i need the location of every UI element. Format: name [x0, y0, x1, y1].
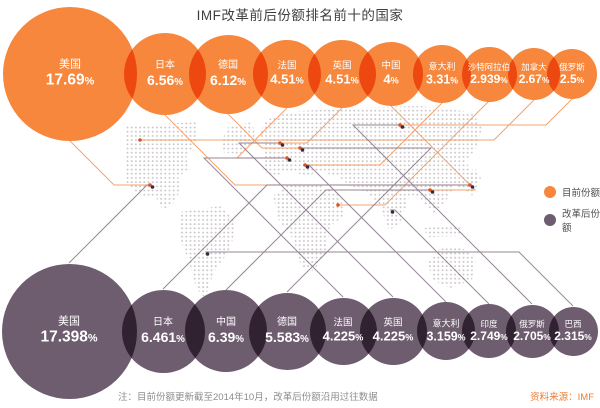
legend-item-reformed: 改革后份额	[544, 206, 600, 234]
bubble-label-reformed-india: 印度 2.749%	[470, 319, 507, 343]
percent-sign: %	[235, 333, 244, 345]
bubble-label-current-usa: 美国 17.69%	[46, 58, 94, 89]
percent-sign: %	[355, 332, 364, 343]
share-value: 3.31	[425, 71, 451, 86]
share-value: 5.583	[265, 328, 301, 345]
share-value: 17.69	[45, 71, 85, 89]
country-name: 俄罗斯	[559, 61, 585, 72]
bubble-label-reformed-russia: 俄罗斯 2.705%	[513, 319, 550, 343]
percent-sign: %	[450, 74, 459, 85]
map-endpoint-dots-reformed	[150, 125, 475, 256]
legend-label-reformed: 改革后份额	[562, 209, 600, 234]
share-value: 17.398	[40, 328, 88, 346]
chart-title: IMF改革前后份额排名前十的国家	[196, 8, 404, 23]
percent-sign: %	[237, 76, 246, 88]
percent-sign: %	[176, 333, 185, 345]
percent-sign: %	[84, 75, 95, 88]
bubble-label-reformed-uk: 英国 4.225%	[373, 318, 414, 345]
percent-sign: %	[300, 333, 309, 345]
share-value: 4.51	[270, 71, 296, 87]
share-value: 6.39	[208, 328, 236, 345]
country-name: 美国	[57, 315, 80, 328]
bubble-label-current-saudi-arabia: 沙特阿拉伯 2.939%	[468, 62, 511, 86]
country-name: 日本	[152, 316, 173, 328]
bubble-label-reformed-france: 法国 4.225%	[323, 318, 364, 345]
country-name: 日本	[155, 59, 175, 71]
country-name: 巴西	[564, 318, 582, 329]
share-value: 4.51	[325, 71, 351, 87]
footnote: 注：目前份额更新截至2014年10月，改革后份额沿用过往数据	[118, 392, 378, 403]
country-name: 德国	[276, 316, 297, 328]
country-name: 英国	[332, 60, 352, 72]
bubble-label-current-canada: 加拿大 2.67%	[519, 62, 550, 86]
percent-sign: %	[295, 75, 304, 86]
bubble-label-reformed-brazil: 巴西 2.315%	[554, 319, 591, 343]
bubble-label-current-china: 中国 4%	[381, 61, 400, 88]
country-name: 俄罗斯	[519, 318, 545, 329]
percent-sign: %	[174, 76, 183, 88]
legend-dot-current	[544, 186, 556, 198]
country-name: 意大利	[428, 61, 456, 72]
percent-sign: %	[390, 75, 399, 86]
percent-sign: %	[405, 332, 414, 343]
legend-item-current: 目前份额	[544, 185, 600, 199]
percent-sign: %	[457, 331, 466, 342]
bubble-label-current-france: 法国 4.51%	[270, 61, 303, 88]
percent-sign: %	[576, 74, 585, 85]
bubble-label-reformed-japan: 日本 6.461%	[141, 317, 185, 345]
country-name: 德国	[218, 59, 238, 71]
bubble-label-current-uk: 英国 4.51%	[325, 61, 358, 88]
share-value: 3.159	[426, 328, 458, 343]
share-value: 2.315	[554, 328, 585, 343]
share-value: 2.5	[559, 71, 577, 86]
bubble-label-current-russia: 俄罗斯 2.5%	[559, 62, 585, 86]
country-name: 印度	[480, 318, 498, 329]
source-credit: 资料来源：IMF	[530, 392, 594, 403]
percent-sign: %	[350, 75, 359, 86]
share-value: 4	[383, 71, 391, 87]
share-value: 6.56	[147, 71, 175, 88]
bubble-label-reformed-usa: 美国 17.398%	[40, 315, 97, 346]
country-name: 意大利	[432, 318, 460, 329]
legend-label-current: 目前份额	[562, 188, 600, 199]
bubble-label-reformed-germany: 德国 5.583%	[265, 317, 309, 345]
percent-sign: %	[500, 331, 508, 342]
country-name: 中国	[381, 60, 401, 72]
share-value: 2.749	[470, 328, 501, 343]
country-name: 中国	[216, 316, 236, 328]
country-name: 加拿大	[521, 61, 547, 72]
country-name: 沙特阿拉伯	[467, 61, 511, 72]
map-endpoint-dots-current	[138, 123, 472, 207]
bubble-label-current-germany: 德国 6.12%	[210, 60, 246, 88]
share-value: 4.225	[372, 328, 406, 344]
percent-sign: %	[500, 74, 508, 85]
bubble-label-reformed-italy: 意大利 3.159%	[426, 318, 465, 343]
share-value: 2.939	[470, 71, 501, 86]
share-value: 6.461	[141, 328, 177, 345]
country-name: 法国	[333, 317, 353, 329]
legend: 目前份额 改革后份额	[544, 185, 600, 241]
percent-sign: %	[543, 331, 551, 342]
legend-dot-reformed	[544, 214, 556, 226]
percent-sign: %	[584, 331, 592, 342]
share-value: 4.225	[322, 328, 356, 344]
share-value: 6.12	[210, 71, 238, 88]
country-name: 法国	[277, 60, 297, 72]
bubble-label-current-japan: 日本 6.56%	[147, 60, 183, 88]
share-value: 2.67	[518, 71, 542, 86]
percent-sign: %	[87, 332, 98, 345]
bubble-label-reformed-china: 中国 6.39%	[208, 317, 244, 345]
percent-sign: %	[541, 74, 550, 85]
bubble-label-current-italy: 意大利 3.31%	[426, 61, 458, 86]
country-name: 美国	[58, 58, 81, 71]
country-name: 英国	[383, 317, 403, 329]
share-value: 2.705	[513, 328, 544, 343]
